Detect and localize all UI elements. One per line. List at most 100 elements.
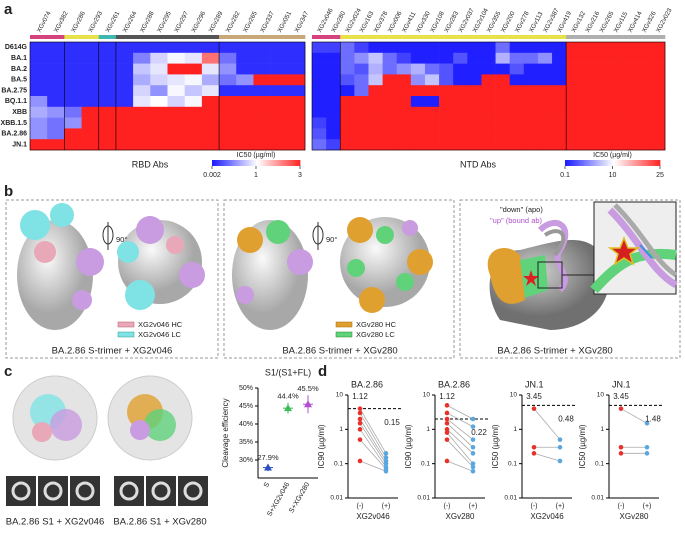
group-bar xyxy=(467,35,482,39)
heatmap-cell xyxy=(115,128,134,140)
heatmap-cell xyxy=(368,52,383,64)
heatmap-cell xyxy=(270,42,289,54)
heatmap-cell xyxy=(566,128,581,140)
group-bar xyxy=(133,35,151,39)
y-tick-label: 0.1 xyxy=(421,460,430,467)
colorbar-step xyxy=(629,160,632,166)
heatmap-cell xyxy=(201,117,220,129)
heatmap-cell xyxy=(566,85,581,97)
column-label: XGv337 xyxy=(259,10,276,34)
heatmap-cell xyxy=(312,74,327,86)
pair-line xyxy=(533,408,561,440)
heatmap-cell xyxy=(81,128,100,140)
heatmap-cell xyxy=(467,42,482,54)
heatmap-cell xyxy=(580,128,595,140)
heatmap-cell xyxy=(523,85,539,97)
heatmap-cell xyxy=(98,52,117,64)
colorbar-step xyxy=(275,160,279,166)
x-axis-label: XG2v046 xyxy=(530,512,564,521)
heatmap-cell xyxy=(439,96,454,108)
heatmap-cell xyxy=(439,117,454,129)
heatmap-cell xyxy=(184,74,203,86)
point xyxy=(531,444,537,450)
point xyxy=(644,451,650,456)
colorbar-step xyxy=(245,160,248,166)
heatmap-cell xyxy=(326,96,341,108)
colorbar-step xyxy=(278,160,281,166)
point xyxy=(444,427,450,432)
heatmap-cell xyxy=(594,139,609,151)
group-bar xyxy=(340,35,355,39)
state-label: "up" (bound ab) xyxy=(490,216,543,225)
colorbar-step xyxy=(267,160,270,166)
group-bar xyxy=(368,35,383,39)
heatmap-cell xyxy=(537,96,553,108)
heatmap-cell xyxy=(354,106,369,118)
heatmap-cell xyxy=(201,106,220,118)
colorbar-step xyxy=(231,160,235,166)
pair-line xyxy=(620,408,648,424)
heatmap-cell xyxy=(64,42,82,54)
heatmap-frame xyxy=(29,41,306,151)
heatmap-cell xyxy=(636,128,652,140)
heatmap-cell xyxy=(64,139,82,151)
heatmap-cell xyxy=(236,85,254,97)
heatmap-cell xyxy=(354,117,369,129)
heatmap-cell xyxy=(495,85,510,97)
y-axis-label: IC50 (µg/ml) xyxy=(491,424,500,469)
heatmap-cell xyxy=(622,52,638,64)
colorbar-step xyxy=(567,160,571,166)
heatmap-cell xyxy=(368,117,383,129)
heatmap-cell xyxy=(354,128,369,140)
heatmap-cell xyxy=(552,128,567,140)
y-tick-label: 35% xyxy=(239,439,253,446)
heatmap-cell xyxy=(253,117,271,129)
panel-label: d xyxy=(318,363,327,380)
colorbar-step xyxy=(598,160,602,166)
y-tick-label: 1 xyxy=(513,426,517,433)
point xyxy=(531,451,537,456)
point xyxy=(357,427,363,432)
colorbar-tick-label: 0.1 xyxy=(560,172,570,179)
heatmap-cell xyxy=(236,128,254,140)
heatmap-cell xyxy=(150,63,168,75)
y-tick-label: 10 xyxy=(597,392,605,399)
heatmap-cell xyxy=(594,52,609,64)
colorbar-step xyxy=(636,160,640,166)
heatmap-cell xyxy=(467,85,482,97)
heatmap-cell xyxy=(396,63,412,75)
column-label: XGv347 xyxy=(293,10,310,34)
heatmap-cell xyxy=(424,128,440,140)
heatmap-cell xyxy=(340,42,355,54)
heatmap-cell xyxy=(650,52,666,64)
group-bar xyxy=(622,35,638,39)
heatmap-cell xyxy=(167,74,185,86)
row-label: D614G xyxy=(5,44,28,51)
row-label: BA.2.86 xyxy=(1,131,27,138)
heatmap-cell xyxy=(167,42,185,54)
group-bar xyxy=(453,35,468,39)
heatmap-cell xyxy=(622,139,638,151)
heatmap-cell xyxy=(650,42,666,54)
pair-line xyxy=(446,432,474,464)
legend-swatch xyxy=(117,331,135,338)
rotation-label: 90° xyxy=(116,235,127,244)
heatmap-cell xyxy=(453,106,468,118)
heatmap-cell xyxy=(167,96,185,108)
heatmap-cell xyxy=(523,42,539,54)
median-label: 1.48 xyxy=(645,414,661,423)
group-bar xyxy=(537,35,553,39)
heatmap-cell xyxy=(115,96,134,108)
point xyxy=(557,437,563,442)
heatmap-cell xyxy=(184,139,203,151)
colorbar-step xyxy=(624,160,628,166)
point xyxy=(383,451,389,456)
heatmap-cell xyxy=(326,74,341,86)
heatmap-cell xyxy=(453,42,468,54)
x-tick-label: (-) xyxy=(618,503,625,510)
caption: BA.2.86 S1 + XGv280 xyxy=(113,517,206,528)
heatmap-cell xyxy=(650,74,666,86)
heatmap-cell xyxy=(594,74,609,86)
y-tick-label: 0.1 xyxy=(508,460,517,467)
point xyxy=(470,444,476,450)
